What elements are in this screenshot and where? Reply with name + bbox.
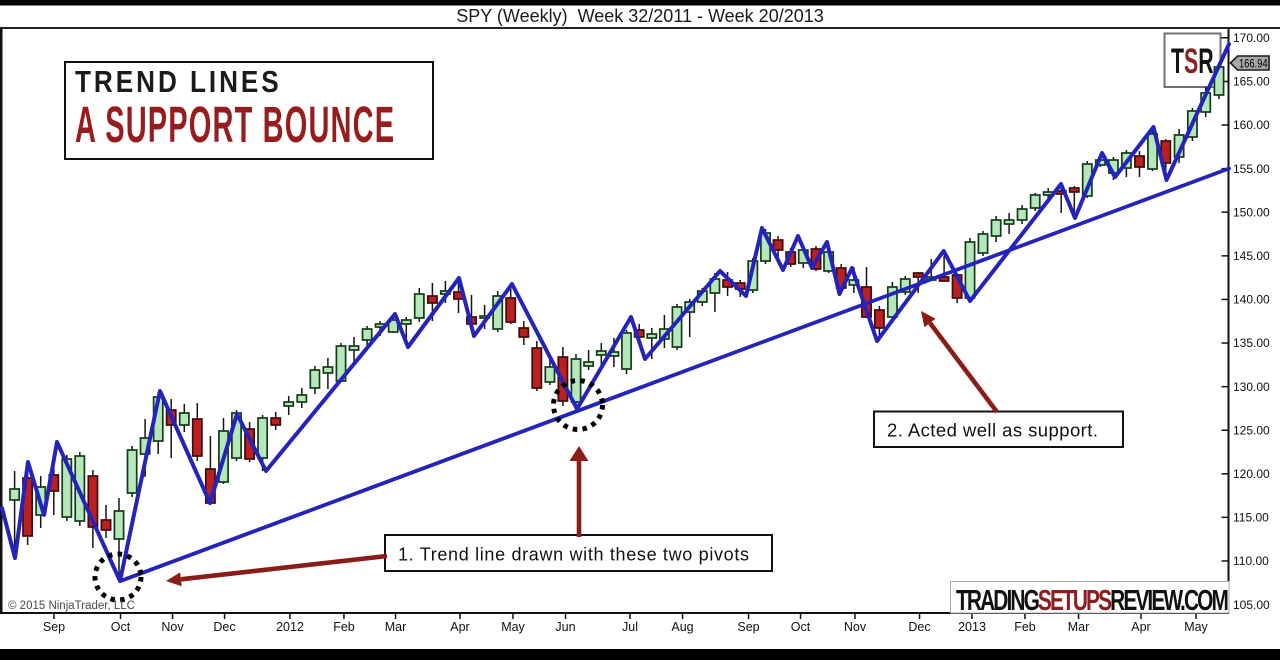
svg-text:135.00: 135.00 <box>1233 336 1270 350</box>
svg-text:Nov: Nov <box>161 620 184 634</box>
svg-text:Oct: Oct <box>111 620 131 634</box>
svg-text:105.00: 105.00 <box>1233 598 1270 612</box>
svg-text:130.00: 130.00 <box>1233 380 1270 394</box>
svg-text:Jul: Jul <box>622 620 638 634</box>
svg-text:150.00: 150.00 <box>1233 205 1270 219</box>
svg-text:SPY (Weekly) Week 32/2011 - W: SPY (Weekly) Week 32/2011 - Week 20/2013 <box>456 6 824 26</box>
svg-text:140.00: 140.00 <box>1233 293 1270 307</box>
svg-text:Aug: Aug <box>671 620 693 634</box>
svg-text:Apr: Apr <box>1131 620 1150 634</box>
svg-text:© 2015 NinjaTrader, LLC: © 2015 NinjaTrader, LLC <box>8 600 135 612</box>
svg-text:Dec: Dec <box>908 620 930 634</box>
svg-text:May: May <box>501 620 525 634</box>
svg-text:115.00: 115.00 <box>1233 511 1269 525</box>
svg-text:160.00: 160.00 <box>1233 118 1270 132</box>
svg-text:Jun: Jun <box>555 620 575 634</box>
svg-text:145.00: 145.00 <box>1233 249 1270 263</box>
svg-text:Nov: Nov <box>844 620 867 634</box>
svg-text:Feb: Feb <box>1014 620 1036 634</box>
svg-text:Apr: Apr <box>450 620 469 634</box>
svg-text:TSR: TSR <box>1171 43 1214 82</box>
svg-text:Dec: Dec <box>213 620 235 634</box>
svg-text:1. Trend line drawn with these: 1. Trend line drawn with these two pivot… <box>398 545 749 565</box>
svg-text:Mar: Mar <box>385 620 407 634</box>
svg-text:2. Acted well as support.: 2. Acted well as support. <box>887 420 1098 441</box>
svg-text:Mar: Mar <box>1068 620 1090 634</box>
svg-text:Sep: Sep <box>737 620 759 634</box>
svg-text:TRADINGSETUPSREVIEW.COM: TRADINGSETUPSREVIEW.COM <box>956 585 1229 617</box>
svg-text:155.00: 155.00 <box>1233 162 1270 176</box>
svg-text:170.00: 170.00 <box>1233 31 1270 45</box>
svg-text:2013: 2013 <box>958 620 986 634</box>
svg-text:Feb: Feb <box>333 620 355 634</box>
svg-text:120.00: 120.00 <box>1233 467 1270 481</box>
svg-text:Oct: Oct <box>791 620 811 634</box>
svg-text:Sep: Sep <box>43 620 65 634</box>
svg-text:May: May <box>1184 620 1208 634</box>
svg-text:2012: 2012 <box>276 620 304 634</box>
svg-text:166.94: 166.94 <box>1239 57 1268 71</box>
svg-text:110.00: 110.00 <box>1233 554 1269 568</box>
svg-text:125.00: 125.00 <box>1233 423 1270 437</box>
svg-text:165.00: 165.00 <box>1233 75 1270 89</box>
